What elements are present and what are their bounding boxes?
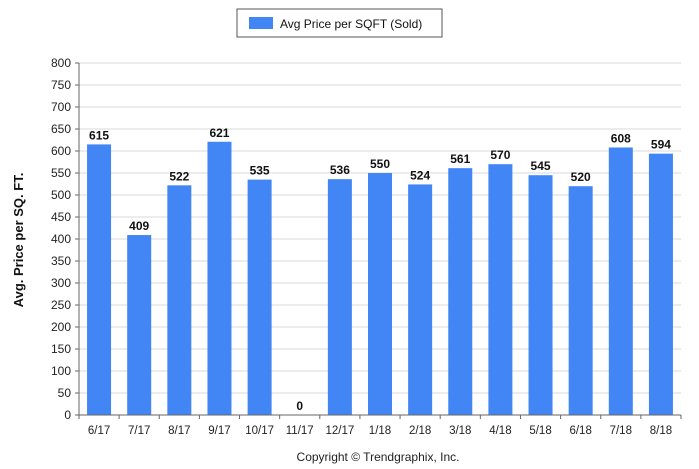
x-tick-label: 12/17 — [325, 425, 354, 437]
y-tick-label: 250 — [51, 298, 71, 312]
y-tick-label: 600 — [51, 144, 71, 158]
y-tick-label: 300 — [51, 276, 71, 290]
y-tick-label: 800 — [51, 56, 71, 70]
data-label: 0 — [296, 399, 303, 413]
x-tick-label: 8/18 — [650, 425, 672, 437]
data-label: 520 — [571, 170, 591, 184]
bar — [408, 184, 433, 415]
bar — [167, 185, 192, 415]
x-tick-label: 8/17 — [168, 425, 190, 437]
x-tick-label: 6/18 — [569, 425, 591, 437]
bar — [247, 179, 272, 415]
y-tick-label: 750 — [51, 78, 71, 92]
x-tick-label: 7/17 — [128, 425, 150, 437]
data-label: 561 — [450, 152, 470, 166]
y-axis-ticks: 0 50 100 150 200 250 300 350 400 450 500 550 600 650 7… — [51, 56, 79, 422]
x-tick-label: 10/17 — [245, 425, 274, 437]
bar — [488, 164, 513, 415]
data-label: 570 — [490, 148, 510, 162]
bar — [608, 147, 633, 416]
data-label: 545 — [531, 159, 551, 173]
bar — [528, 175, 553, 415]
data-label: 409 — [129, 219, 149, 233]
y-tick-label: 0 — [64, 408, 71, 422]
legend: Avg Price per SQFT (Sold) — [236, 8, 443, 38]
data-label: 522 — [169, 169, 189, 183]
bar — [648, 153, 673, 415]
x-tick-label: 3/18 — [449, 425, 471, 437]
legend-label: Avg Price per SQFT (Sold) — [280, 17, 422, 31]
axes — [78, 63, 681, 416]
x-tick-label: 7/18 — [610, 425, 632, 437]
bar — [448, 168, 473, 415]
data-label: 594 — [651, 138, 671, 152]
copyright-text: Copyright © Trendgraphix, Inc. — [297, 450, 460, 464]
y-tick-label: 200 — [51, 320, 71, 334]
y-tick-label: 650 — [51, 122, 71, 136]
x-axis-ticks: 6/17 7/17 8/17 9/17 10/17 11/17 12/17 1/18 2/18 3… — [78, 415, 682, 437]
data-label: 535 — [250, 164, 270, 178]
y-axis-label: Avg. Price per SQ. FT. — [11, 173, 26, 308]
bar — [568, 186, 593, 415]
data-label: 524 — [410, 168, 430, 182]
x-tick-label: 2/18 — [409, 425, 431, 437]
data-labels: 615 409 522 621 535 0 536 550 524 561 570 545 520 608… — [89, 126, 671, 413]
y-tick-label: 500 — [51, 188, 71, 202]
y-tick-label: 550 — [51, 166, 71, 180]
x-tick-label: 11/17 — [286, 425, 314, 437]
y-tick-label: 450 — [51, 210, 71, 224]
y-tick-label: 150 — [51, 342, 71, 356]
y-tick-label: 100 — [51, 364, 71, 378]
data-label: 550 — [370, 157, 390, 171]
bar — [87, 144, 112, 415]
y-tick-label: 700 — [51, 100, 71, 114]
bar — [327, 179, 352, 415]
x-tick-label: 4/18 — [489, 425, 511, 437]
legend-swatch — [249, 17, 273, 29]
bar — [207, 141, 232, 415]
data-label: 621 — [209, 126, 229, 140]
y-tick-label: 400 — [51, 232, 71, 246]
x-tick-label: 5/18 — [529, 425, 551, 437]
y-tick-label: 50 — [58, 386, 72, 400]
data-label: 536 — [330, 163, 350, 177]
data-label: 608 — [611, 131, 631, 145]
x-tick-label: 1/18 — [369, 425, 391, 437]
x-tick-label: 6/17 — [88, 425, 110, 437]
y-tick-label: 350 — [51, 254, 71, 268]
bar — [368, 173, 392, 415]
x-tick-label: 9/17 — [208, 425, 230, 437]
bar — [127, 235, 152, 415]
bars — [87, 141, 673, 416]
data-label: 615 — [89, 128, 109, 142]
